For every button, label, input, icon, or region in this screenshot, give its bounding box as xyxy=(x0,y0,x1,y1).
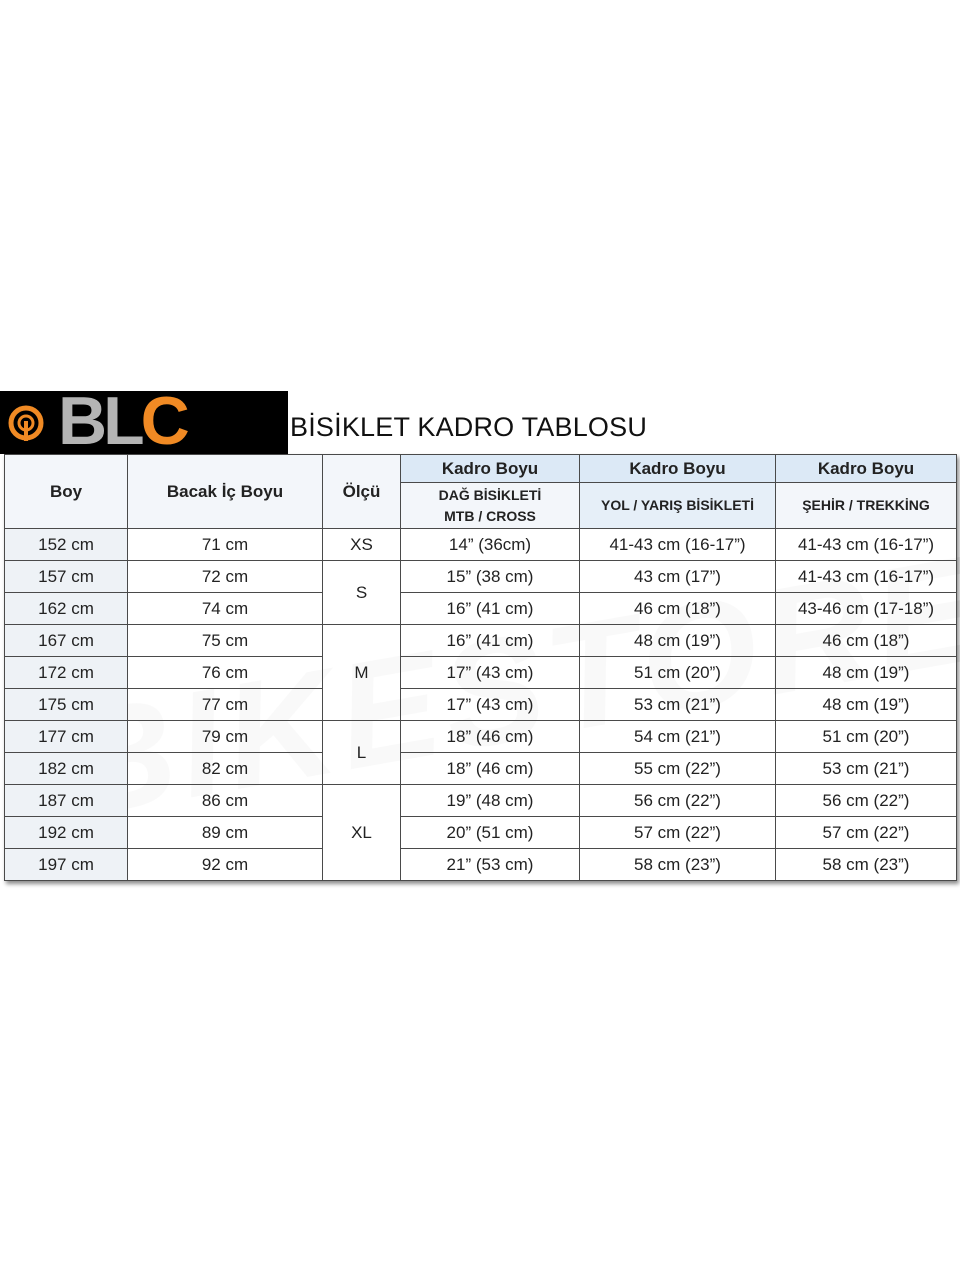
cell-yol: 46 cm (18”) xyxy=(579,592,776,625)
cell-olcu: XS xyxy=(322,528,401,561)
cell-bacak: 74 cm xyxy=(127,592,323,625)
cell-boy: 182 cm xyxy=(4,752,128,785)
cell-sehir: 48 cm (19”) xyxy=(775,688,957,721)
cell-sehir: 51 cm (20”) xyxy=(775,720,957,753)
table-row: 197 cm 92 cm 21” (53 cm) 58 cm (23”) 58 cm (… xyxy=(4,848,957,881)
cell-bacak: 86 cm xyxy=(127,784,323,817)
table-row: 157 cm 72 cm S 15” (38 cm) 43 cm (17”) 41-43 … xyxy=(4,560,957,625)
header-boy: Boy xyxy=(4,454,128,529)
cell-boy: 187 cm xyxy=(4,784,128,817)
cell-boy: 167 cm xyxy=(4,624,128,657)
cell-olcu: M xyxy=(322,624,401,721)
header-mtb: DAĞ BİSİKLETİ MTB / CROSS xyxy=(400,482,580,529)
table-row: 167 cm 75 cm M 16” (41 cm) 48 cm (19”) 46 cm … xyxy=(4,624,957,721)
cell-bacak: 72 cm xyxy=(127,560,323,593)
cell-sehir: 56 cm (22”) xyxy=(775,784,957,817)
table-row: 182 cm 82 cm 18” (46 cm) 55 cm (22”) 53 cm (… xyxy=(4,752,957,785)
page-title: BİSİKLET KADRO TABLOSU xyxy=(290,412,648,442)
cell-bacak: 77 cm xyxy=(127,688,323,721)
cell-sehir: 41-43 cm (16-17”) xyxy=(775,560,957,593)
cell-yol: 51 cm (20”) xyxy=(579,656,776,689)
header-sehir: ŞEHİR / TREKKİNG xyxy=(775,482,957,529)
header-yol: YOL / YARIŞ BİSİKLETİ xyxy=(579,482,776,529)
cell-mtb: 16” (41 cm) xyxy=(400,624,580,657)
cell-bacak: 75 cm xyxy=(127,624,323,657)
table-row: 175 cm 77 cm 17” (43 cm) 53 cm (21”) 48 cm (… xyxy=(4,688,957,721)
table-row: 172 cm 76 cm 17” (43 cm) 51 cm (20”) 48 cm (… xyxy=(4,656,957,689)
cell-bacak: 89 cm xyxy=(127,816,323,849)
table-row: 192 cm 89 cm 20” (51 cm) 57 cm (22”) 57 cm (… xyxy=(4,816,957,849)
cell-sehir: 41-43 cm (16-17”) xyxy=(775,528,957,561)
cell-bacak: 82 cm xyxy=(127,752,323,785)
cell-sehir: 58 cm (23”) xyxy=(775,848,957,881)
cell-sehir: 48 cm (19”) xyxy=(775,656,957,689)
cell-yol: 55 cm (22”) xyxy=(579,752,776,785)
cell-mtb: 17” (43 cm) xyxy=(400,656,580,689)
cell-yol: 57 cm (22”) xyxy=(579,816,776,849)
header-mtb-line2: MTB / CROSS xyxy=(444,507,536,524)
cell-olcu: XL xyxy=(322,784,401,881)
cell-mtb: 17” (43 cm) xyxy=(400,688,580,721)
cell-mtb: 18” (46 cm) xyxy=(400,752,580,785)
cell-olcu: L xyxy=(322,720,401,785)
cell-sehir: 43-46 cm (17-18”) xyxy=(775,592,957,625)
header-kadro-boyu-sehir: Kadro Boyu xyxy=(775,454,957,483)
cell-yol: 53 cm (21”) xyxy=(579,688,776,721)
cell-mtb: 15” (38 cm) xyxy=(400,560,580,593)
cell-mtb: 19” (48 cm) xyxy=(400,784,580,817)
cell-bacak: 71 cm xyxy=(127,528,323,561)
cell-boy: 152 cm xyxy=(4,528,128,561)
cell-bacak: 76 cm xyxy=(127,656,323,689)
table-row: 177 cm 79 cm L 18” (46 cm) 54 cm (21”) 51 cm … xyxy=(4,720,957,785)
header-kadro-boyu-yol: Kadro Boyu xyxy=(579,454,776,483)
cell-boy: 177 cm xyxy=(4,720,128,753)
cell-yol: 43 cm (17”) xyxy=(579,560,776,593)
table-row: 162 cm 74 cm 16” (41 cm) 46 cm (18”) 43-46 c… xyxy=(4,592,957,625)
cell-boy: 162 cm xyxy=(4,592,128,625)
cell-yol: 58 cm (23”) xyxy=(579,848,776,881)
cell-olcu: S xyxy=(322,560,401,625)
cell-bacak: 92 cm xyxy=(127,848,323,881)
signal-pin-icon xyxy=(8,405,44,441)
cell-mtb: 21” (53 cm) xyxy=(400,848,580,881)
cell-boy: 172 cm xyxy=(4,656,128,689)
cell-yol: 41-43 cm (16-17”) xyxy=(579,528,776,561)
table-row: 187 cm 86 cm XL 19” (48 cm) 56 cm (22”) 56 cm… xyxy=(4,784,957,881)
cell-boy: 197 cm xyxy=(4,848,128,881)
header-olcu: Ölçü xyxy=(322,454,401,529)
cell-mtb: 20” (51 cm) xyxy=(400,816,580,849)
cell-yol: 54 cm (21”) xyxy=(579,720,776,753)
cell-boy: 192 cm xyxy=(4,816,128,849)
cell-sehir: 46 cm (18”) xyxy=(775,624,957,657)
cell-boy: 175 cm xyxy=(4,688,128,721)
cell-mtb: 18” (46 cm) xyxy=(400,720,580,753)
cell-mtb: 14” (36cm) xyxy=(400,528,580,561)
cell-mtb: 16” (41 cm) xyxy=(400,592,580,625)
cell-bacak: 79 cm xyxy=(127,720,323,753)
cell-yol: 48 cm (19”) xyxy=(579,624,776,657)
header-bacak-ic-boyu: Bacak İç Boyu xyxy=(127,454,323,529)
logo-text: BLC xyxy=(58,383,190,459)
blc-logo: BLC xyxy=(0,385,288,457)
cell-sehir: 57 cm (22”) xyxy=(775,816,957,849)
cell-yol: 56 cm (22”) xyxy=(579,784,776,817)
header-mtb-line1: DAĞ BİSİKLETİ xyxy=(438,486,542,503)
cell-sehir: 53 cm (21”) xyxy=(775,752,957,785)
frame-size-table: Boy Bacak İç Boyu Ölçü Kadro Boyu Kadro … xyxy=(4,454,957,881)
table-row: 152 cm 71 cm XS 14” (36cm) 41-43 cm (16-17”)… xyxy=(4,528,957,561)
cell-boy: 157 cm xyxy=(4,560,128,593)
header-kadro-boyu-mtb: Kadro Boyu xyxy=(400,454,580,483)
